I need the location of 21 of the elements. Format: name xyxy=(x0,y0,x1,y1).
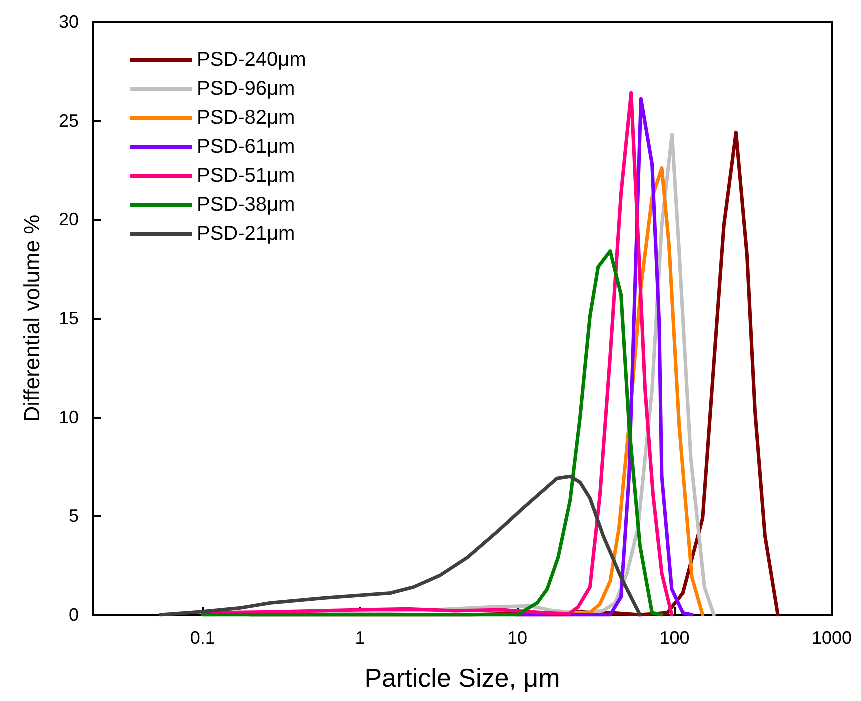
x-tick-label: 100 xyxy=(660,628,690,648)
y-axis-title: Differential volume % xyxy=(20,214,44,422)
x-tick-label: 0.1 xyxy=(190,628,216,648)
legend-label: PSD-61μm xyxy=(197,136,296,158)
y-tick-label: 10 xyxy=(58,407,79,428)
y-tick-label: 0 xyxy=(68,605,79,625)
legend-label: PSD-38μm xyxy=(197,194,296,216)
legend-label: PSD-82μm xyxy=(197,107,296,129)
y-tick-label: 15 xyxy=(58,308,79,328)
legend-label: PSD-51μm xyxy=(197,165,296,187)
x-axis-title: Particle Size, μm xyxy=(364,663,560,693)
y-tick-label: 25 xyxy=(58,110,79,131)
legend-label: PSD-96μm xyxy=(197,78,296,100)
x-tick-label: 10 xyxy=(507,628,528,648)
y-tick-label: 5 xyxy=(68,506,79,526)
legend-label: PSD-21μm xyxy=(197,223,296,245)
x-tick-label: 1000 xyxy=(812,628,852,648)
y-tick-label: 30 xyxy=(58,12,79,32)
x-tick-label: 1 xyxy=(355,628,366,648)
y-tick-label: 20 xyxy=(58,210,79,230)
legend-label: PSD-240μm xyxy=(197,49,306,71)
